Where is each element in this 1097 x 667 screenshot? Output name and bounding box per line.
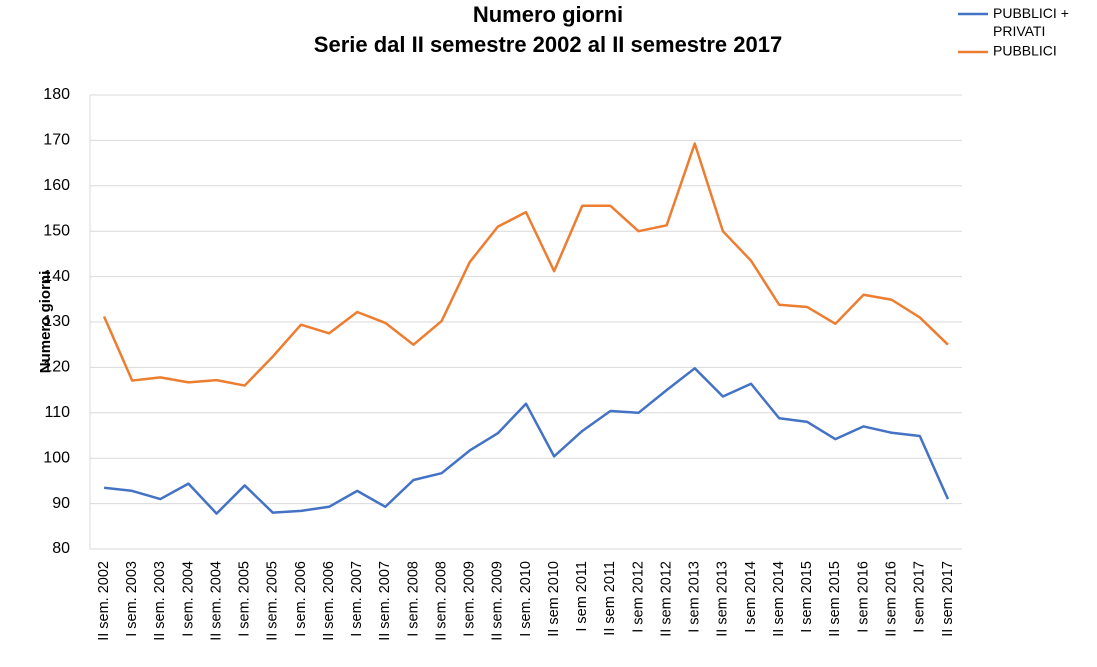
x-tick-label: II sem. 2005 — [265, 561, 281, 641]
x-tick-label: I sem 2011 — [574, 561, 590, 632]
x-tick-label: II sem. 2006 — [321, 561, 337, 641]
y-tick-label: 80 — [52, 540, 70, 557]
y-tick-label: 120 — [43, 359, 70, 376]
y-tick-label: 130 — [43, 313, 70, 330]
x-tick-label: II sem. 2004 — [208, 561, 224, 641]
x-tick-label: I sem. 2009 — [462, 561, 478, 637]
x-tick-label: I sem. 2010 — [518, 561, 534, 637]
x-tick-label: I sem 2015 — [799, 561, 815, 633]
x-tick-label: II sem 2015 — [827, 561, 843, 637]
x-tick-label: I sem. 2006 — [293, 561, 309, 637]
x-tick-label: I sem. 2007 — [349, 561, 365, 637]
x-tick-label: II sem. 2002 — [96, 561, 112, 641]
x-tick-label: II sem. 2009 — [490, 561, 506, 641]
y-tick-label: 160 — [43, 177, 70, 194]
x-tick-label: II sem 2010 — [546, 561, 562, 637]
x-tick-label: II sem 2013 — [715, 561, 731, 637]
y-axis-label: Numero giorni — [37, 271, 54, 374]
legend-label: PUBBLICI + PRIVATI — [993, 5, 1069, 39]
x-tick-label: II sem 2016 — [884, 561, 900, 637]
x-tick-label: I sem. 2004 — [180, 561, 196, 637]
x-tick-label: I sem. 2008 — [405, 561, 421, 637]
data-line — [103, 367, 950, 515]
y-tick-label: 140 — [43, 268, 70, 285]
x-tick-label: I sem 2014 — [743, 561, 759, 633]
y-tick-label: 110 — [44, 404, 70, 421]
y-tick-label: 100 — [43, 449, 70, 466]
x-tick-label: II sem 2017 — [940, 561, 956, 637]
x-tick-label: II sem 2012 — [658, 561, 674, 637]
x-tick-label: I sem 2017 — [912, 561, 928, 633]
chart-title: Numero giorni — [473, 2, 623, 27]
chart-subtitle: Serie dal II semestre 2002 al II semestr… — [314, 32, 782, 57]
x-tick-label: I sem 2012 — [630, 561, 646, 633]
x-tick-label: I sem. 2003 — [124, 561, 140, 637]
x-tick-label: I sem. 2005 — [237, 561, 253, 637]
x-tick-label: I sem 2016 — [855, 561, 871, 633]
x-tick-label: II sem. 2007 — [377, 561, 393, 641]
x-tick-label: II sem 2011 — [602, 561, 618, 636]
x-tick-label: I sem 2013 — [687, 561, 703, 633]
y-tick-label: 150 — [43, 222, 70, 239]
data-line — [102, 142, 949, 387]
legend-label: PUBBLICI — [993, 43, 1057, 59]
x-tick-label: II sem. 2003 — [152, 561, 168, 641]
x-tick-label: II sem 2014 — [771, 561, 787, 637]
y-tick-label: 170 — [43, 132, 70, 149]
y-tick-label: 180 — [43, 86, 70, 103]
x-tick-label: II sem. 2008 — [433, 561, 449, 641]
y-tick-label: 90 — [52, 495, 70, 512]
